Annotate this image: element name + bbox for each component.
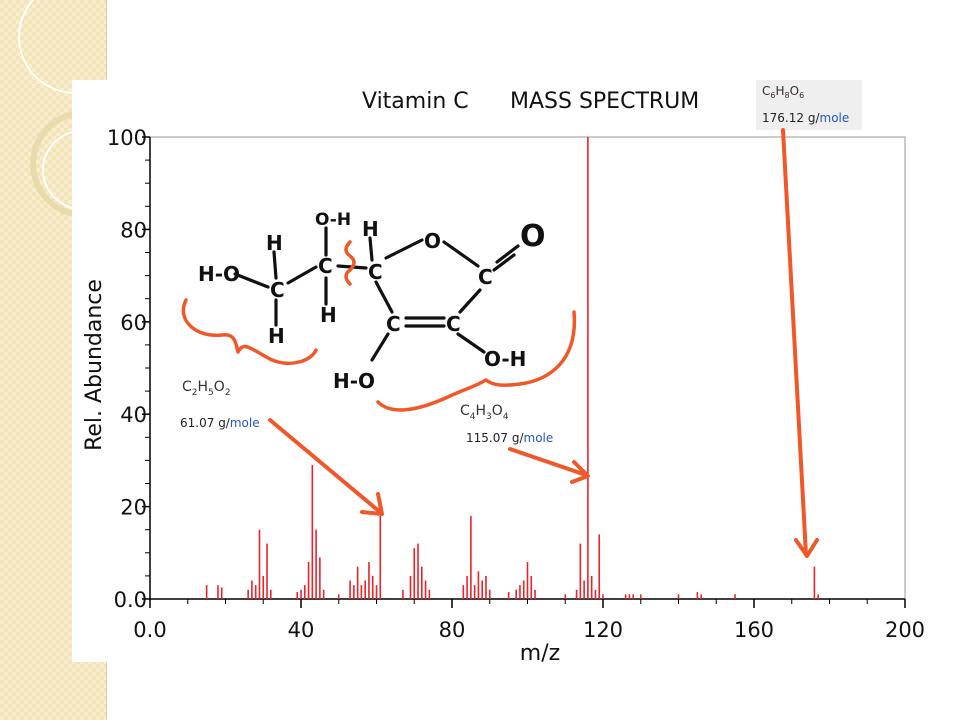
svg-text:H: H <box>268 324 285 348</box>
svg-text:C: C <box>386 312 401 336</box>
arrowhead-peak-116 <box>570 460 590 484</box>
fragment-2-mass: 115.07 g/mole <box>466 431 553 445</box>
x-tick-label: 120 <box>583 618 623 642</box>
chart-title-spectrum: MASS SPECTRUM <box>510 89 699 114</box>
arrowhead-peak-176 <box>794 538 819 558</box>
svg-text:H: H <box>266 231 283 255</box>
x-tick-label: 40 <box>288 618 315 642</box>
svg-text:C: C <box>270 278 285 302</box>
chart-title-compound: Vitamin C <box>362 89 469 114</box>
cleavage-wavy-line <box>344 240 356 286</box>
y-axis-label: Rel. Abundance <box>82 279 107 451</box>
svg-text:H: H <box>320 303 337 327</box>
y-tick-label: 100 <box>107 126 147 150</box>
y-tick-label: 40 <box>120 403 147 427</box>
plot-area <box>149 136 906 600</box>
y-tick-label: 60 <box>120 311 147 335</box>
arrowhead-peak-61 <box>360 492 384 516</box>
x-tick-label: 160 <box>734 618 774 642</box>
x-axis-label: m/z <box>520 641 560 666</box>
vitamin-c-structure-drawing: H-O H C H O-H C H H C O C O C C H-O O-H <box>198 210 546 393</box>
y-tick-label: 80 <box>120 218 147 242</box>
svg-text:O-H: O-H <box>484 347 526 371</box>
svg-text:O: O <box>520 219 546 254</box>
svg-text:C: C <box>318 254 333 278</box>
structure-letters: H-O H C H O-H C H H C O C O C C H-O O-H <box>198 210 546 393</box>
formula-c4h3o4: C4H3O4 <box>460 403 509 422</box>
annotation-marks <box>181 240 577 412</box>
arrow-to-peak-176 <box>781 128 808 557</box>
fragment-1-mass: 61.07 g/mole <box>180 416 260 430</box>
arrow-to-peak-116 <box>508 447 588 477</box>
molecular-ion-mass: 176.12 g/mole <box>762 111 849 125</box>
fragment-1-brace <box>181 298 318 365</box>
molecular-ion-label: C6H8O6 176.12 g/mole <box>756 80 862 130</box>
x-tick-label: 0.0 <box>133 618 166 642</box>
x-tick-label: 200 <box>885 618 925 642</box>
svg-text:H: H <box>362 217 379 241</box>
chart-panel <box>72 80 932 662</box>
fragment-2-label: C4H3O4 115.07 g/mole <box>460 403 553 445</box>
fragment-2-brace <box>376 310 577 412</box>
svg-text:C: C <box>478 265 493 289</box>
svg-text:O-H: O-H <box>315 210 351 230</box>
y-tick-label: 20 <box>120 496 147 520</box>
annotation-arrows <box>268 128 819 558</box>
formula-c6h8o6: C6H8O6 <box>762 84 804 100</box>
y-tick-label: 0.0 <box>114 588 147 612</box>
svg-text:C: C <box>368 260 383 284</box>
arrow-to-peak-61 <box>268 418 382 514</box>
formula-c2h5o2: C2H5O2 <box>182 379 231 398</box>
fragment-1-label: C2H5O2 61.07 g/mole <box>180 379 260 430</box>
svg-text:O: O <box>424 229 441 253</box>
x-tick-label: 80 <box>439 618 466 642</box>
svg-text:H-O: H-O <box>333 369 375 393</box>
svg-text:H-O: H-O <box>198 262 240 286</box>
svg-text:C: C <box>446 312 461 336</box>
